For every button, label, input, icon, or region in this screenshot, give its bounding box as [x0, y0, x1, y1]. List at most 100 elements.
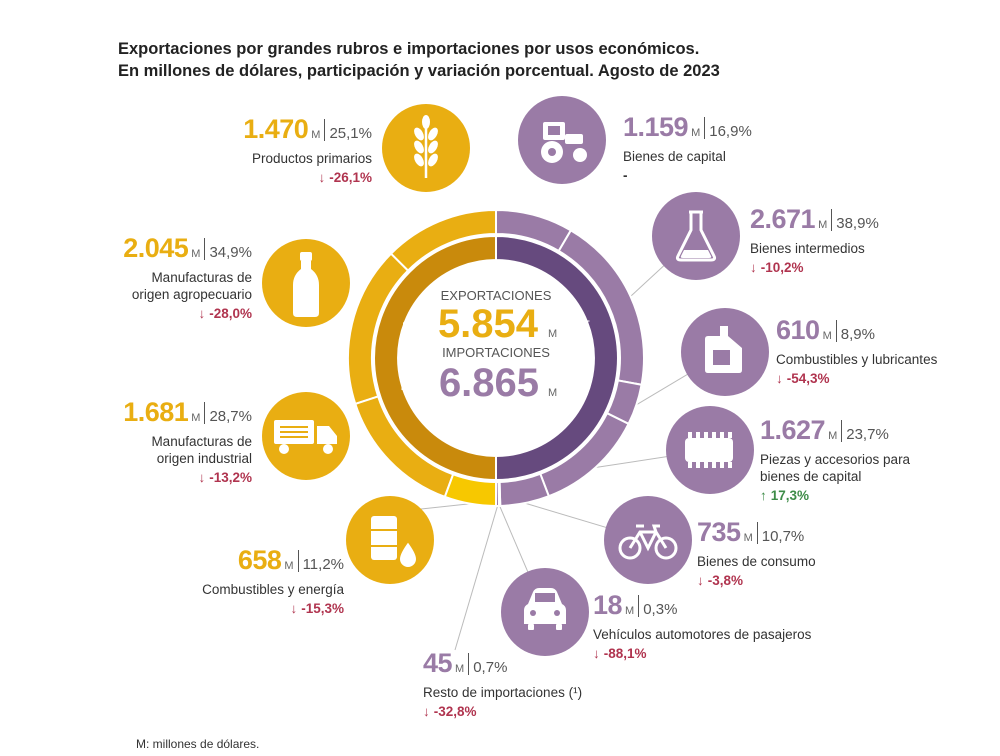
label-vehiculos: 18 M 0,3% Vehículos automotores de pasajer… [593, 590, 811, 663]
arrow-down-icon: ↓ [423, 704, 430, 719]
leader-line-import-7 [454, 505, 499, 651]
separator [638, 595, 640, 617]
bottle-icon [293, 252, 319, 317]
export-segment-4 [443, 473, 497, 508]
label-piezas-accesorios: 1.627 M 23,7% Piezas y accesorios para bie… [760, 415, 910, 505]
unit: M [455, 663, 465, 675]
unit: M [191, 412, 201, 424]
chip-icon [685, 432, 733, 468]
category-name-line1: Manufacturas de [151, 434, 252, 449]
change: - [623, 168, 628, 183]
label-moi: 1.681 M 28,7% Manufacturas de origen indus… [123, 397, 252, 487]
category-name-line1: Manufacturas de [151, 270, 252, 285]
label-combustibles-energia: 658 M 11,2% Combustibles y energía ↓ -15,3% [202, 545, 344, 618]
value: 1.470 [243, 114, 309, 144]
import-segment-7 [495, 480, 501, 508]
unit: M [818, 219, 828, 231]
chart-title-line2: En millones de dólares, participación y … [118, 62, 720, 80]
label-resto-importaciones: 45 M 0,7% Resto de importaciones (¹) ↓ -32,… [423, 648, 582, 721]
change: -28,0% [209, 306, 252, 321]
leader-line-export-4 [411, 503, 471, 511]
separator [831, 209, 833, 231]
icon-circle-vehiculos [501, 568, 589, 656]
label-bienes-intermedios: 2.671 M 38,9% Bienes intermedios ↓ -10,2% [750, 204, 879, 277]
value: 610 [776, 315, 820, 345]
separator [704, 117, 706, 139]
arrow-down-icon: ↓ [198, 306, 206, 321]
category-name: Bienes intermedios [750, 241, 865, 256]
car-icon [524, 588, 566, 630]
value: 1.681 [123, 397, 189, 427]
unit: M [822, 330, 832, 342]
center-imports-unit: M [548, 387, 557, 399]
category-name: Bienes de capital [623, 149, 726, 164]
share: 23,7% [846, 426, 889, 443]
icon-circle-bienes-capital [518, 96, 606, 184]
center-exports-value: 5.854 [438, 302, 539, 346]
value: 2.045 [123, 233, 189, 263]
label-moa: 2.045 M 34,9% Manufacturas de origen agrop… [123, 233, 252, 323]
share: 0,7% [473, 659, 508, 676]
chart-title-line1: Exportaciones por grandes rubros e impor… [118, 40, 700, 58]
export-segment-3 [354, 395, 455, 499]
unit: M [691, 127, 701, 139]
footnote: M: millones de dólares. [136, 737, 260, 751]
change: -88,1% [603, 646, 647, 661]
separator [204, 238, 206, 260]
category-name: Productos primarios [251, 151, 372, 166]
separator [324, 119, 326, 141]
category-name-line2: bienes de capital [760, 469, 862, 484]
arrow-down-icon: ↓ [697, 573, 704, 588]
ring-label-exportaciones: Exportaciones [400, 321, 412, 391]
icon-circle-bienes-intermedios [652, 192, 740, 280]
share: 38,9% [836, 215, 879, 232]
flask-icon [675, 210, 717, 262]
ring-label-importaciones: Importaciones [579, 319, 591, 389]
value: 735 [697, 517, 741, 547]
separator [841, 420, 843, 442]
category-name-line2: origen industrial [156, 451, 252, 466]
value: 18 [593, 590, 623, 620]
change: -13,2% [209, 470, 252, 485]
category-name: Combustibles y lubricantes [776, 352, 938, 367]
change: -54,3% [786, 371, 830, 386]
icon-circle-combustibles-energia [346, 496, 434, 584]
share: 16,9% [709, 123, 752, 140]
donut-segments [347, 208, 645, 508]
separator [835, 320, 837, 342]
change: 17,3% [770, 488, 810, 503]
unit: M [191, 248, 201, 260]
share: 28,7% [209, 408, 252, 425]
value: 1.159 [623, 112, 689, 142]
category-name: Bienes de consumo [697, 554, 816, 569]
share: 0,3% [643, 601, 678, 618]
value: 658 [237, 545, 282, 575]
jerrycan-icon [705, 326, 742, 373]
arrow-up-icon: ↑ [760, 488, 767, 503]
unit: M [284, 560, 294, 572]
center-exports-label: EXPORTACIONES [441, 288, 552, 303]
change: -32,8% [433, 704, 477, 719]
value: 2.671 [750, 204, 816, 234]
oil-barrel-icon [371, 516, 419, 569]
unit: M [311, 129, 321, 141]
category-name: Combustibles y energía [202, 582, 344, 597]
value: 1.627 [760, 415, 826, 445]
tractor-icon [541, 122, 587, 163]
value: 45 [423, 648, 453, 678]
share: 11,2% [302, 556, 344, 573]
arrow-down-icon: ↓ [776, 371, 783, 386]
unit: M [625, 605, 635, 617]
icon-circle-bienes-consumo [604, 496, 692, 584]
category-name: Vehículos automotores de pasajeros [593, 627, 812, 642]
icon-circle-piezas-accesorios [666, 406, 754, 494]
bicycle-icon [618, 524, 678, 560]
unit: M [828, 430, 838, 442]
export-segment-2 [347, 252, 410, 406]
icon-circle-moi [262, 392, 350, 480]
wheat-icon [414, 115, 438, 178]
separator [468, 653, 470, 675]
arrow-down-icon: ↓ [290, 601, 298, 616]
category-name: Resto de importaciones (¹) [423, 685, 583, 700]
